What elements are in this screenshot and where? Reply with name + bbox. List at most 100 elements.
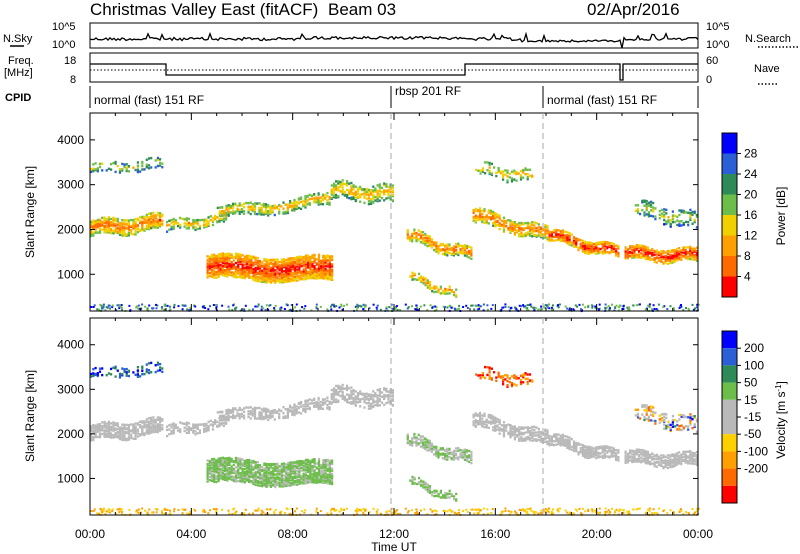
power-cell: [332, 194, 336, 197]
velocity-cell: [256, 480, 259, 483]
velocity-cell: [145, 430, 148, 433]
velocity-cell: [291, 413, 294, 416]
velocity-cell: [121, 426, 124, 429]
velocity-cell: [228, 468, 231, 472]
velocity-cell: [132, 427, 135, 430]
velocity-cell: [256, 466, 259, 469]
velocity-cell: [348, 401, 351, 404]
velocity-cell: [269, 413, 272, 416]
power-cell: [590, 243, 593, 246]
velocity-cell: [247, 406, 250, 409]
velocity-cell: [272, 479, 275, 482]
power-cell: [335, 187, 338, 190]
power-cell: [590, 250, 593, 253]
velocity-cell: [283, 465, 286, 468]
velocity-cell: [324, 479, 327, 482]
power-cell: [647, 203, 650, 206]
velocity-cell: [224, 466, 227, 469]
power-cell: [92, 233, 95, 236]
power-cell: [391, 199, 394, 202]
power-cell: [608, 307, 611, 310]
velocity-cell: [297, 401, 300, 405]
velocity-cell: [185, 421, 188, 424]
velocity-cell: [321, 407, 325, 410]
power-cell: [315, 276, 318, 279]
power-cell: [128, 304, 131, 307]
power-cell: [522, 176, 525, 179]
velocity-cell: [227, 408, 230, 411]
power-cell: [651, 248, 654, 251]
power-cell: [520, 223, 523, 226]
freq-label-line2: [MHz]: [4, 67, 33, 79]
velocity-cell: [226, 466, 229, 469]
power-cell: [220, 217, 223, 221]
power-cell: [531, 230, 534, 233]
power-cell: [156, 214, 159, 217]
velocity-cell: [241, 474, 244, 477]
power-cell: [671, 257, 674, 260]
power-cell: [98, 220, 102, 224]
power-cell: [526, 221, 529, 225]
power-cell: [477, 304, 480, 307]
velocity-cell: [328, 479, 331, 482]
velocity-cell: [300, 478, 303, 481]
power-cell: [261, 264, 264, 267]
power-cell: [689, 257, 692, 261]
power-cell: [513, 233, 516, 236]
power-cell: [267, 211, 270, 214]
velocity-cell: [203, 424, 206, 428]
power-cell: [293, 256, 297, 260]
velocity-cell: [298, 480, 301, 483]
power-cell: [185, 218, 188, 221]
power-cell: [278, 281, 281, 284]
power-cell: [626, 256, 629, 260]
power-cell: [519, 174, 523, 177]
power-cell: [247, 202, 250, 205]
power-cell: [94, 220, 97, 223]
velocity-cell: [252, 461, 255, 464]
power-cell: [186, 308, 189, 311]
velocity-cell: [322, 469, 325, 472]
power-cell: [118, 303, 121, 306]
power-cell: [110, 232, 113, 235]
power-cell: [278, 208, 281, 211]
power-cell: [209, 305, 211, 308]
power-cell: [114, 223, 117, 226]
power-cell: [210, 255, 214, 258]
power-cell: [331, 255, 334, 258]
power-cell: [433, 248, 436, 252]
power-cell: [326, 255, 329, 259]
velocity-cell: [320, 475, 323, 479]
power-cell: [150, 166, 153, 169]
velocity-cell: [90, 435, 93, 438]
power-cell: [541, 308, 544, 311]
velocity-cell: [300, 460, 303, 463]
velocity-cell: [253, 417, 257, 420]
power-cell: [309, 273, 312, 276]
power-cell: [372, 185, 375, 188]
velocity-cell: [170, 430, 173, 433]
velocity-cell: [208, 468, 211, 471]
power-cell: [228, 259, 231, 262]
power-cell: [257, 305, 260, 308]
power-cell: [678, 254, 681, 257]
velocity-cell: [130, 435, 133, 438]
power-cell: [221, 265, 224, 268]
power-cell: [284, 203, 287, 206]
velocity-cell: [280, 470, 283, 474]
velocity-cell: [339, 390, 342, 393]
velocity-cell: [226, 467, 229, 471]
velocity-cell: [150, 419, 153, 423]
power-cell: [240, 210, 243, 214]
power-cell: [269, 211, 272, 214]
power-cell: [265, 266, 268, 269]
velocity-cell: [105, 374, 108, 377]
power-cell: [448, 292, 451, 295]
power-cell: [330, 191, 333, 194]
power-cell: [311, 271, 314, 275]
power-cell: [678, 247, 681, 250]
power-cell: [393, 306, 396, 309]
velocity-cell: [136, 373, 139, 376]
velocity-cell: [304, 462, 307, 465]
power-cell: [304, 270, 307, 274]
